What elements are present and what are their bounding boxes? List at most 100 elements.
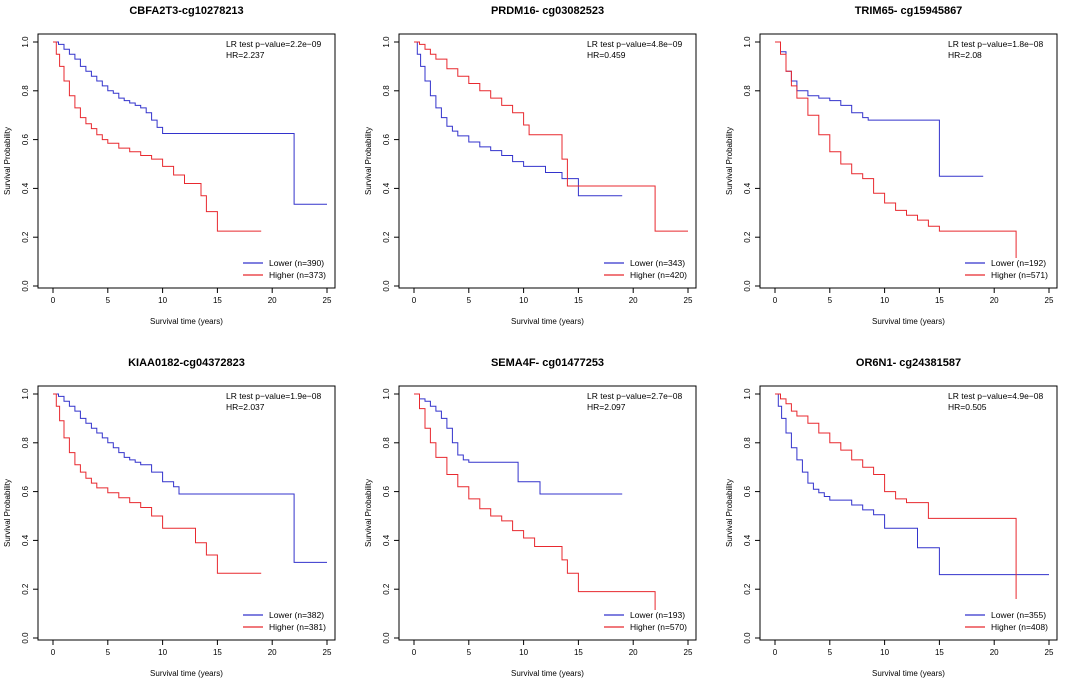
x-tick-label: 20: [268, 296, 277, 305]
x-axis-label: Survival time (years): [511, 317, 584, 326]
hazard-ratio: HR=2.037: [226, 402, 265, 412]
survival-curve-lower: [53, 393, 327, 563]
lr-test-pvalue: LR test p−value=4.8e−09: [587, 39, 682, 49]
legend-box: [239, 258, 332, 284]
legend-label: Lower (n=192): [991, 258, 1046, 268]
legend-label: Higher (n=373): [269, 270, 326, 280]
lr-test-pvalue: LR test p−value=2.7e−08: [587, 391, 682, 401]
y-tick-label: 1.0: [743, 388, 752, 400]
y-tick-label: 1.0: [382, 388, 391, 400]
y-axis-label: Survival Probability: [364, 479, 373, 547]
hazard-ratio: HR=0.505: [948, 402, 987, 412]
legend-label: Higher (n=408): [991, 622, 1048, 632]
chart-title: CBFA2T3-cg10278213: [129, 5, 243, 17]
plot-frame: [398, 33, 697, 289]
plot-frame: [398, 385, 697, 641]
x-tick-label: 15: [574, 296, 583, 305]
y-tick-label: 0.8: [382, 85, 391, 97]
y-tick-label: 0.0: [382, 280, 391, 292]
legend-label: Higher (n=420): [630, 270, 687, 280]
y-tick-label: 0.8: [743, 85, 752, 97]
x-tick-label: 0: [412, 648, 417, 657]
x-tick-label: 5: [828, 296, 833, 305]
lr-test-pvalue: LR test p−value=1.8e−08: [948, 39, 1043, 49]
plot-frame: [759, 385, 1058, 641]
y-tick-label: 0.2: [743, 583, 752, 595]
y-tick-label: 0.8: [743, 437, 752, 449]
survival-curve-lower: [414, 41, 623, 197]
legend-label: Lower (n=343): [630, 258, 685, 268]
y-tick-label: 0.4: [21, 534, 30, 546]
y-tick-label: 0.4: [743, 534, 752, 546]
plot-frame: [37, 33, 336, 289]
legend-box: [239, 610, 332, 636]
survival-panel: CBFA2T3-cg10278213 0.0 0.2 0.4 0.6 0.8 1.0 0 5 10…: [3, 5, 336, 326]
y-tick-label: 0.8: [21, 437, 30, 449]
x-tick-label: 0: [773, 296, 778, 305]
x-tick-label: 5: [828, 648, 833, 657]
x-tick-label: 0: [51, 648, 56, 657]
x-tick-label: 10: [158, 648, 167, 657]
x-axis-label: Survival time (years): [872, 669, 945, 678]
survival-curve-higher: [775, 41, 1017, 262]
y-tick-label: 0.6: [382, 485, 391, 497]
x-tick-label: 10: [158, 296, 167, 305]
y-tick-label: 1.0: [743, 36, 752, 48]
x-tick-label: 10: [519, 296, 528, 305]
y-tick-label: 0.2: [743, 231, 752, 243]
x-tick-label: 20: [990, 296, 999, 305]
y-tick-label: 0.2: [382, 583, 391, 595]
x-tick-label: 25: [684, 648, 693, 657]
chart-title: KIAA0182-cg04372823: [128, 357, 245, 369]
y-tick-label: 0.2: [382, 231, 391, 243]
x-tick-label: 0: [412, 296, 417, 305]
x-tick-label: 10: [880, 296, 889, 305]
y-tick-label: 0.0: [21, 632, 30, 644]
hazard-ratio: HR=0.459: [587, 50, 626, 60]
y-axis-label: Survival Probability: [3, 479, 12, 547]
survival-curve-higher: [414, 393, 656, 614]
x-tick-label: 20: [268, 648, 277, 657]
survival-curve-higher: [414, 41, 688, 232]
x-tick-label: 20: [629, 296, 638, 305]
x-tick-label: 0: [51, 296, 56, 305]
x-tick-label: 5: [106, 648, 111, 657]
y-tick-label: 0.6: [21, 133, 30, 145]
lr-test-pvalue: LR test p−value=1.9e−08: [226, 391, 321, 401]
x-axis-label: Survival time (years): [150, 317, 223, 326]
legend-label: Lower (n=193): [630, 610, 685, 620]
x-tick-label: 25: [684, 296, 693, 305]
legend-label: Higher (n=570): [630, 622, 687, 632]
y-tick-label: 0.8: [382, 437, 391, 449]
survival-curve-lower: [775, 393, 1049, 576]
x-tick-label: 10: [880, 648, 889, 657]
x-axis-label: Survival time (years): [150, 669, 223, 678]
x-tick-label: 5: [467, 296, 472, 305]
y-tick-label: 0.0: [382, 632, 391, 644]
legend-box: [600, 610, 693, 636]
x-tick-label: 25: [1045, 296, 1054, 305]
survival-curve-lower: [775, 41, 984, 177]
chart-title: PRDM16- cg03082523: [491, 5, 604, 17]
survival-panel: TRIM65- cg15945867 0.0 0.2 0.4 0.8 1.0 0 5 10 15 2…: [725, 5, 1058, 326]
survival-panel: SEMA4F- cg01477253 0.0 0.2 0.4 0.6 0.8 1.0 0 5 10…: [364, 357, 697, 678]
survival-curve-higher: [53, 41, 262, 232]
hazard-ratio: HR=2.08: [948, 50, 982, 60]
survival-panel: PRDM16- cg03082523 0.0 0.2 0.4 0.6 0.8 1.0 0 5 10…: [364, 5, 697, 326]
lr-test-pvalue: LR test p−value=4.9e−08: [948, 391, 1043, 401]
lr-test-pvalue: LR test p−value=2.2e−09: [226, 39, 321, 49]
survival-panel: KIAA0182-cg04372823 0.0 0.2 0.4 0.6 0.8 1.0 0 5 1…: [3, 357, 336, 678]
y-axis-label: Survival Probability: [3, 127, 12, 195]
y-tick-label: 0.2: [21, 583, 30, 595]
x-tick-label: 15: [574, 648, 583, 657]
hazard-ratio: HR=2.237: [226, 50, 265, 60]
y-tick-label: 0.6: [382, 133, 391, 145]
chart-title: TRIM65- cg15945867: [855, 5, 963, 17]
x-tick-label: 20: [629, 648, 638, 657]
y-tick-label: 1.0: [21, 36, 30, 48]
y-tick-label: 0.0: [21, 280, 30, 292]
chart-title: SEMA4F- cg01477253: [491, 357, 604, 369]
x-tick-label: 5: [106, 296, 111, 305]
